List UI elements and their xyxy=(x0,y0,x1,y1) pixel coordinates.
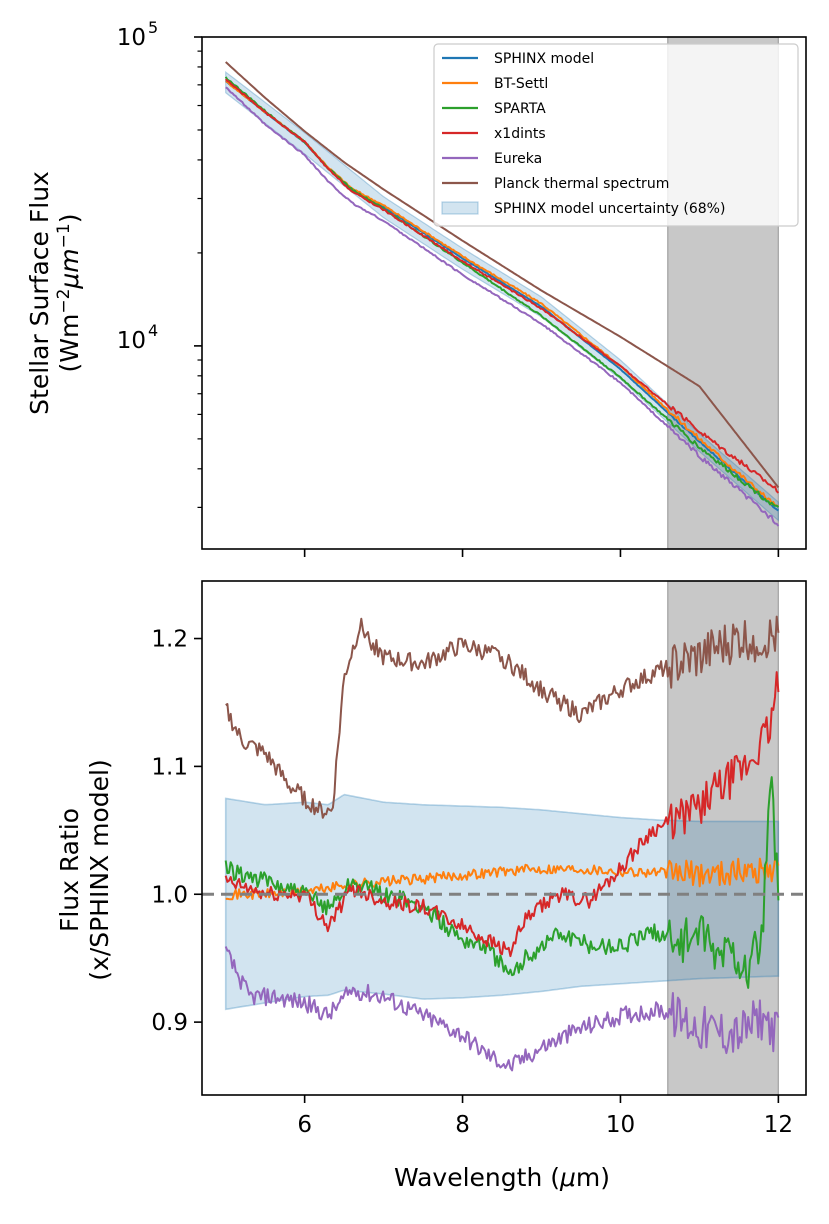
legend-label-bt-settl: BT-Settl xyxy=(494,76,548,92)
bottom-ylabel-line2: (x/SPHINX model) xyxy=(85,759,114,980)
bottom-xtick-label: 8 xyxy=(455,1112,470,1138)
bottom-series-planck-thermal-spectrum xyxy=(225,615,780,819)
top-ytick-exp-1e4: 4 xyxy=(148,321,158,340)
top-ytick-exp-1e5: 5 xyxy=(148,18,158,37)
legend-label-planck: Planck thermal spectrum xyxy=(494,176,669,192)
legend-label-x1dints: x1dints xyxy=(494,126,546,142)
bottom-ytick-label: 1.2 xyxy=(151,627,188,653)
bottom-panel-y-ticks: 0.9 1.0 1.1 1.2 xyxy=(151,627,202,1036)
top-panel: 10 5 10 4 Stellar Surface Flux (Wm−2μm−1… xyxy=(25,18,807,557)
top-series-planck-thermal-spectrum xyxy=(225,61,780,489)
bottom-panel-frame xyxy=(201,580,807,1096)
bottom-panel-x-ticks: 6 8 10 12 xyxy=(297,1095,793,1138)
bottom-series-bt-settl xyxy=(225,857,780,901)
legend-swatch-uncertainty xyxy=(441,201,479,215)
legend-label-eureka: Eureka xyxy=(494,151,542,167)
bottom-ytick-label: 1.0 xyxy=(151,882,188,908)
bottom-series-eureka xyxy=(224,946,780,1072)
legend-label-sphinx-model: SPHINX model xyxy=(494,51,594,67)
top-series-eureka xyxy=(225,86,780,527)
top-panel-frame xyxy=(201,36,807,550)
legend-frame xyxy=(433,43,799,227)
bottom-series-x1dints xyxy=(224,671,780,958)
top-ylabel-line1: Stellar Surface Flux xyxy=(25,171,54,415)
top-series-x1dints xyxy=(224,78,780,494)
bottom-panel-plot-area xyxy=(202,615,806,1072)
bottom-series-sparta xyxy=(224,776,780,989)
legend-label-uncertainty: SPHINX model uncertainty (68%) xyxy=(494,201,725,217)
bottom-uncertainty-band xyxy=(224,793,780,1011)
x-axis-title: Wavelength (μm) xyxy=(394,1163,610,1192)
top-panel-y-ticks xyxy=(194,36,202,508)
top-ytick-label-1e5: 10 xyxy=(117,25,146,51)
bottom-ylabel-line1: Flux Ratio xyxy=(55,808,84,932)
top-ylabel-line2: (Wm−2μm−1) xyxy=(54,214,84,373)
bottom-ytick-label: 0.9 xyxy=(151,1010,188,1036)
legend: SPHINX model BT-Settl SPARTA x1dints Eur… xyxy=(433,43,799,227)
top-panel-x-ticks xyxy=(303,549,780,557)
bottom-xtick-label: 12 xyxy=(764,1112,793,1138)
legend-label-sparta: SPARTA xyxy=(494,101,546,117)
bottom-panel: 0.9 1.0 1.1 1.2 6 8 10 12 Flux Ratio (x/SPHINX… xyxy=(55,580,807,1192)
top-ytick-label-1e4: 10 xyxy=(117,328,146,354)
bottom-xtick-label: 6 xyxy=(297,1112,312,1138)
bottom-ytick-label: 1.1 xyxy=(151,754,188,780)
bottom-xtick-label: 10 xyxy=(606,1112,635,1138)
top-uncertainty-band xyxy=(225,70,779,522)
top-panel-plot-area xyxy=(224,61,780,527)
